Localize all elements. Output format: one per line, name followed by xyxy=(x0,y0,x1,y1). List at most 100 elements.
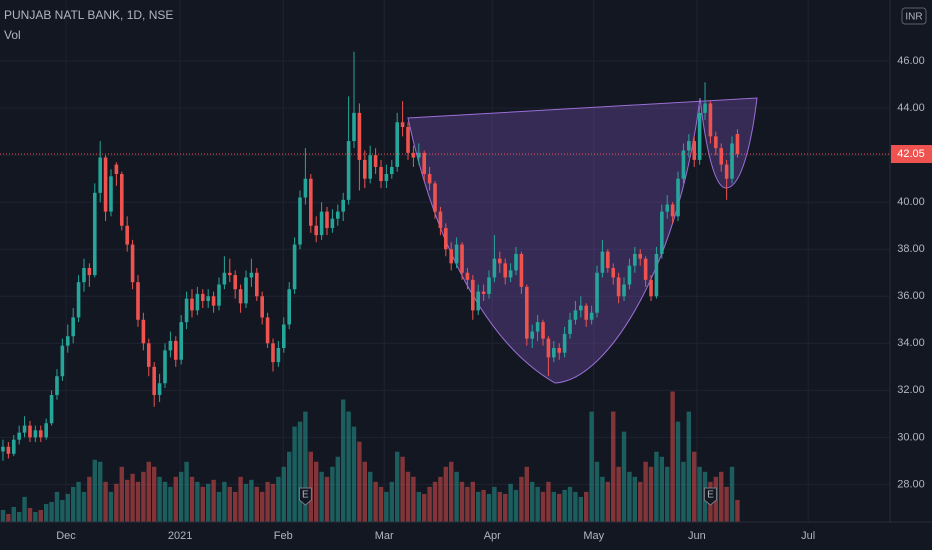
volume-bar xyxy=(616,466,621,522)
volume-bar xyxy=(265,481,270,522)
x-tick-label: Feb xyxy=(274,530,293,542)
candle-body xyxy=(595,272,599,313)
candle-body xyxy=(157,383,162,396)
candle-body xyxy=(152,366,156,396)
candle-body xyxy=(724,164,729,179)
volume-bar xyxy=(254,486,259,522)
volume-bar xyxy=(259,491,265,522)
volume-bar xyxy=(400,456,405,522)
candle-body xyxy=(568,319,572,334)
candle-body xyxy=(271,343,275,363)
volume-bar xyxy=(103,481,108,522)
volume-bar xyxy=(351,426,357,522)
candle-body xyxy=(714,136,718,149)
volume-bar xyxy=(189,476,195,522)
candle-body xyxy=(411,152,416,158)
candle-body xyxy=(260,296,264,318)
volume-bar xyxy=(735,499,740,522)
candle-body xyxy=(33,430,38,438)
candle-body xyxy=(363,159,367,179)
volume-bar xyxy=(173,476,178,522)
candle-body xyxy=(98,157,102,193)
candle-body xyxy=(697,112,702,160)
volume-bar xyxy=(470,481,476,522)
candle-body xyxy=(633,253,637,266)
candle-body xyxy=(168,340,173,351)
candle-body xyxy=(244,277,248,304)
volume-bar xyxy=(232,491,238,522)
candle-body xyxy=(406,126,410,153)
volume-bar xyxy=(454,471,459,522)
volume-bar xyxy=(124,479,130,522)
y-tick-label: 36.00 xyxy=(897,290,925,302)
volume-bar xyxy=(335,456,341,522)
candle-body xyxy=(660,211,664,254)
candle-body xyxy=(368,155,373,179)
earnings-marker xyxy=(703,487,717,506)
volume-bar xyxy=(481,489,486,522)
volume-bar xyxy=(286,451,292,522)
candle-body xyxy=(28,425,32,438)
volume-bar xyxy=(373,481,378,522)
volume-bar xyxy=(654,451,659,522)
candle-body xyxy=(298,197,302,245)
volume-bar xyxy=(605,481,611,522)
candle-body xyxy=(573,310,578,320)
volume-bar xyxy=(222,481,227,522)
volume-bar xyxy=(427,486,432,522)
candle-body xyxy=(65,336,70,346)
volume-bar xyxy=(108,491,114,522)
candle-body xyxy=(103,157,108,212)
volume-bar xyxy=(119,466,124,522)
candle-body xyxy=(541,322,545,339)
candle-body xyxy=(352,112,356,142)
volume-bar xyxy=(205,483,211,522)
candle-body xyxy=(163,350,167,384)
volume-bar xyxy=(573,491,578,522)
candle-body xyxy=(552,348,556,358)
candle-body xyxy=(530,331,535,339)
volume-bar xyxy=(611,411,616,522)
candle-body xyxy=(676,178,680,217)
candle-body xyxy=(503,263,508,278)
candle-body xyxy=(109,176,113,212)
volume-bar xyxy=(297,421,303,522)
candle-body xyxy=(535,322,540,332)
x-tick-label: Jun xyxy=(688,530,706,542)
candle-body xyxy=(17,432,21,440)
candle-body xyxy=(341,199,346,212)
candle-body xyxy=(119,174,124,226)
candle-body xyxy=(136,282,140,320)
volume-bar xyxy=(476,491,481,522)
volume-bar xyxy=(659,456,665,522)
x-tick-label: 2021 xyxy=(168,530,192,542)
volume-bar xyxy=(92,459,97,522)
candle-body xyxy=(600,251,605,273)
volume-bar xyxy=(535,486,540,522)
x-tick-label: Apr xyxy=(484,530,501,542)
volume-bar xyxy=(643,461,648,522)
candle-body xyxy=(71,317,75,337)
candle-body xyxy=(60,345,65,377)
volume-bar xyxy=(151,466,157,522)
volume-bar xyxy=(438,476,443,522)
candle-body xyxy=(687,141,691,151)
volume-bar xyxy=(292,426,297,522)
candle-body xyxy=(44,423,48,438)
volume-bar xyxy=(551,491,557,522)
volume-bar xyxy=(459,481,465,522)
volume-bar xyxy=(621,431,627,522)
candle-body xyxy=(465,272,470,280)
earnings-label: E xyxy=(302,490,309,501)
candle-body xyxy=(422,152,427,174)
y-tick-label: 34.00 xyxy=(897,337,925,349)
candle-body xyxy=(130,244,135,283)
candle-body xyxy=(38,430,43,438)
candle-body xyxy=(703,103,707,113)
currency-badge[interactable] xyxy=(901,7,927,25)
volume-bar xyxy=(81,491,87,522)
candle-body xyxy=(487,277,491,294)
volume-bar xyxy=(270,483,276,522)
candle-body xyxy=(454,244,459,264)
